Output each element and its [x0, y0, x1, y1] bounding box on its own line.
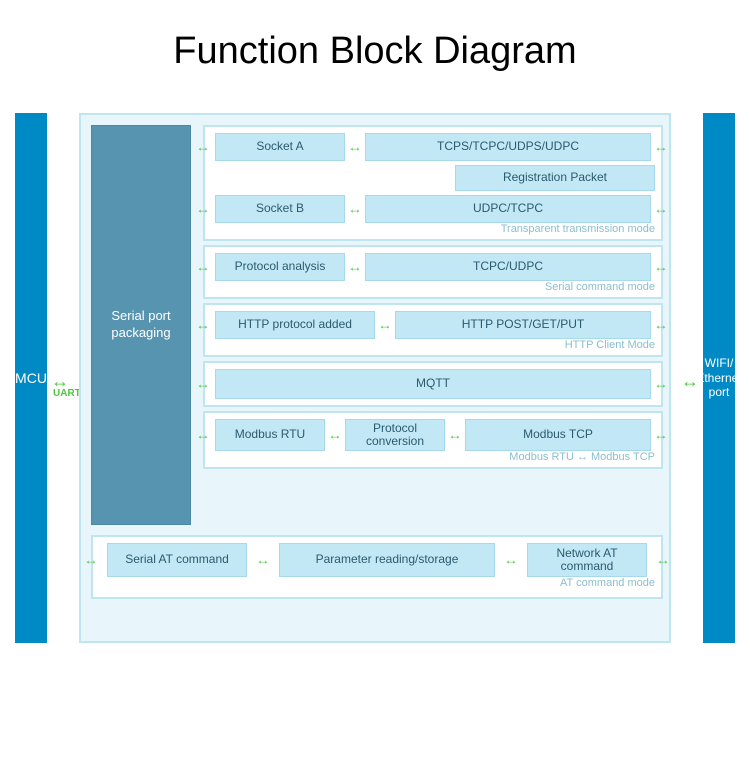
group-at: ↔ Serial AT command ↔ Parameter reading/…: [91, 535, 663, 599]
wifi-label: WIFI/ Ethernet port: [696, 356, 741, 399]
protocol-analysis-block: Protocol analysis: [215, 253, 345, 281]
wifi-bar: WIFI/ Ethernet port: [703, 113, 735, 643]
protocol-stack: ↔ Socket A ↔ TCPS/TCPC/UDPS/UDPC ↔ Regis…: [203, 125, 663, 469]
group-label-serial-cmd: Serial command mode: [211, 281, 655, 293]
http-methods-block: HTTP POST/GET/PUT: [395, 311, 651, 339]
arrow-icon: ↔: [504, 554, 518, 566]
tcps-block: TCPS/TCPC/UDPS/UDPC: [365, 133, 651, 161]
arrow-icon: ↔: [348, 203, 362, 215]
serial-port-packaging-block: Serial port packaging: [91, 125, 191, 525]
arrow-icon: ↔: [196, 319, 210, 331]
tcpc-udpc-block: TCPC/UDPC: [365, 253, 651, 281]
arrow-icon: ↔: [654, 203, 668, 215]
arrow-icon: ↔: [654, 378, 668, 390]
arrow-icon: ↔: [328, 429, 342, 441]
arrow-icon: ↔: [348, 261, 362, 273]
diagram-container: MCU ↔ UART Serial port packaging ↔ Socke…: [15, 113, 735, 643]
mqtt-block: MQTT: [215, 369, 651, 399]
socket-a-block: Socket A: [215, 133, 345, 161]
udpc-block: UDPC/TCPC: [365, 195, 651, 223]
uart-label: UART: [53, 388, 81, 399]
modbus-rtu-block: Modbus RTU: [215, 419, 325, 451]
arrow-icon: ↔: [196, 203, 210, 215]
http-added-block: HTTP protocol added: [215, 311, 375, 339]
group-label-at: AT command mode: [99, 577, 655, 589]
group-label-modbus: Modbus RTU ↔ Modbus TCP: [211, 451, 655, 463]
diagram-title: Function Block Diagram: [0, 30, 750, 73]
socket-b-block: Socket B: [215, 195, 345, 223]
arrow-icon: ↔: [654, 141, 668, 153]
network-at-block: Network AT command: [527, 543, 647, 577]
group-modbus: ↔ Modbus RTU ↔ Protocol conversion ↔ Mod…: [203, 411, 663, 469]
group-label-http: HTTP Client Mode: [211, 339, 655, 351]
mcu-bar: MCU: [15, 113, 47, 643]
group-mqtt: ↔ MQTT ↔: [203, 361, 663, 407]
param-storage-block: Parameter reading/storage: [279, 543, 495, 577]
arrow-icon: ↔: [348, 141, 362, 153]
arrow-icon: ↔: [196, 429, 210, 441]
arrow-icon: ↔: [654, 319, 668, 331]
arrow-icon: ↔: [196, 141, 210, 153]
arrow-icon: ↔: [196, 378, 210, 390]
arrow-icon: ↔: [84, 554, 98, 566]
protocol-conversion-block: Protocol conversion: [345, 419, 445, 451]
arrow-icon: ↔: [654, 261, 668, 273]
group-transparent: ↔ Socket A ↔ TCPS/TCPC/UDPS/UDPC ↔ Regis…: [203, 125, 663, 241]
modbus-tcp-block: Modbus TCP: [465, 419, 651, 451]
group-serial-cmd: ↔ Protocol analysis ↔ TCPC/UDPC ↔ Serial…: [203, 245, 663, 299]
arrow-icon: ↔: [654, 429, 668, 441]
mcu-label: MCU: [15, 370, 47, 386]
arrow-icon: ↔: [196, 261, 210, 273]
arrow-icon: ↔: [256, 554, 270, 566]
group-http: ↔ HTTP protocol added ↔ HTTP POST/GET/PU…: [203, 303, 663, 357]
group-label-transparent: Transparent transmission mode: [211, 223, 655, 235]
arrow-icon: ↔: [656, 554, 670, 566]
serial-at-block: Serial AT command: [107, 543, 247, 577]
arrow-icon: ↔: [448, 429, 462, 441]
registration-packet-block: Registration Packet: [455, 165, 655, 191]
main-panel: Serial port packaging ↔ Socket A ↔ TCPS/…: [79, 113, 671, 643]
arrow-icon: ↔: [378, 319, 392, 331]
